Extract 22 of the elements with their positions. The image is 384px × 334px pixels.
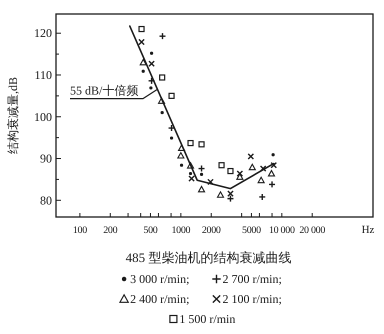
legend-label: 2 100 r/min; — [222, 292, 282, 306]
y-axis-title: 结构衰减量,dB — [6, 76, 20, 154]
x-tick-label: 2000 — [202, 225, 221, 236]
legend-label: 3 000 r/min; — [130, 272, 190, 286]
legend-label: 1 500 r/min — [179, 312, 236, 326]
y-tick-label: 100 — [34, 110, 52, 124]
y-tick-label: 120 — [34, 26, 52, 40]
x-tick-label: 10 000 — [268, 225, 295, 236]
x-tick-label: 5000 — [242, 225, 262, 236]
text: 485 型柴油机的结构衰减曲线 — [126, 250, 292, 265]
x-tick-label: 1000 — [171, 225, 191, 236]
x-tick-label: 100 — [72, 225, 88, 236]
x-tick-label: 20 000 — [299, 225, 326, 236]
legend-label: 2 400 r/min; — [130, 292, 190, 306]
y-tick-label: 80 — [40, 193, 52, 208]
x-tick-label: 200 — [103, 225, 118, 236]
y-tick-label: 90 — [40, 152, 52, 166]
annotation: 55 dB/十倍频 — [70, 84, 138, 98]
x-tick-label: 500 — [143, 225, 158, 236]
legend-label: 2 700 r/min; — [222, 272, 282, 286]
y-tick-label: 110 — [34, 68, 52, 82]
x-axis-title: Hz — [362, 224, 375, 236]
